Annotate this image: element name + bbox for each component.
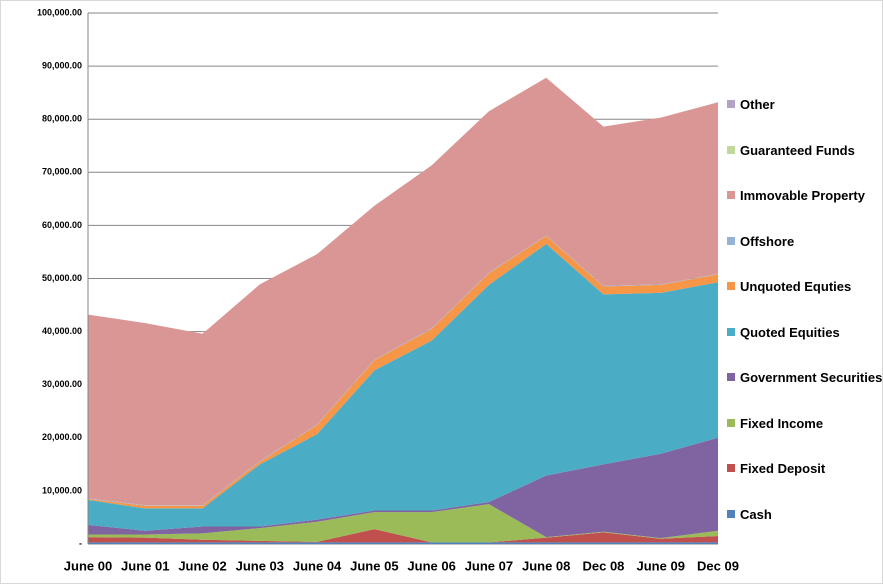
legend-item: Quoted Equities: [727, 321, 882, 344]
legend-item: Offshore: [727, 230, 882, 253]
y-tick-label: 30,000.00: [42, 379, 82, 389]
legend-label: Immovable Property: [740, 188, 865, 203]
x-tick-label: June 04: [293, 558, 342, 573]
x-tick-label: Dec 09: [697, 558, 739, 573]
legend-swatch: [727, 100, 735, 108]
legend-swatch: [727, 191, 735, 199]
area: [88, 437, 718, 539]
legend-item: Other: [727, 93, 882, 116]
y-tick-label: 80,000.00: [42, 114, 82, 124]
area: [88, 243, 718, 531]
legend-swatch: [727, 236, 735, 245]
legend-swatch: [727, 145, 735, 154]
legend-swatch: [727, 464, 735, 472]
legend-item: Cash: [727, 503, 882, 526]
legend-item: Unquoted Equties: [727, 275, 882, 298]
legend-label: Guaranteed Funds: [740, 142, 855, 158]
y-tick-label: -: [79, 538, 82, 548]
x-tick-label: June 06: [407, 558, 455, 573]
legend-item: Immovable Property: [727, 184, 882, 207]
legend-item: Fixed Income: [727, 412, 882, 435]
x-tick-label: June 00: [64, 558, 112, 573]
x-tick-label: June 03: [236, 558, 284, 573]
legend-label: Offshore: [740, 233, 795, 249]
y-tick-label: 10,000.00: [42, 485, 82, 495]
y-tick-label: 50,000.00: [42, 273, 82, 283]
area: [88, 542, 718, 544]
legend-swatch: [727, 327, 735, 336]
y-tick-label: 100,000.00: [37, 7, 82, 17]
area: [88, 77, 718, 506]
x-tick-label: June 01: [121, 558, 169, 573]
legend-item: Government Securities: [727, 366, 883, 389]
legend-label: Fixed Deposit: [740, 461, 826, 476]
x-tick-label: June 07: [465, 558, 513, 573]
y-tick-label: 90,000.00: [42, 60, 82, 70]
area: [88, 504, 718, 543]
y-tick-label: 40,000.00: [42, 326, 82, 336]
legend-swatch: [727, 418, 735, 427]
legend-label: Cash: [740, 506, 772, 522]
legend-label: Government Securities: [740, 370, 883, 385]
legend-item: Guaranteed Funds: [727, 139, 882, 162]
legend-label: Quoted Equities: [740, 324, 840, 340]
y-tick-label: 70,000.00: [42, 167, 82, 177]
x-tick-label: June 09: [637, 558, 685, 573]
legend-swatch: [727, 509, 735, 518]
area: [88, 529, 718, 543]
legend-label: Other: [740, 97, 775, 112]
y-tick-label: 20,000.00: [42, 432, 82, 442]
x-tick-label: June 08: [522, 558, 570, 573]
y-tick-label: 60,000.00: [42, 220, 82, 230]
x-tick-label: Dec 08: [582, 558, 624, 573]
legend-label: Fixed Income: [740, 415, 824, 431]
x-tick-label: June 02: [178, 558, 226, 573]
legend-label: Unquoted Equties: [740, 279, 852, 294]
legend-item: Fixed Deposit: [727, 457, 882, 480]
x-tick-label: June 05: [350, 558, 398, 573]
legend-swatch: [727, 282, 735, 290]
legend-swatch: [727, 373, 735, 381]
